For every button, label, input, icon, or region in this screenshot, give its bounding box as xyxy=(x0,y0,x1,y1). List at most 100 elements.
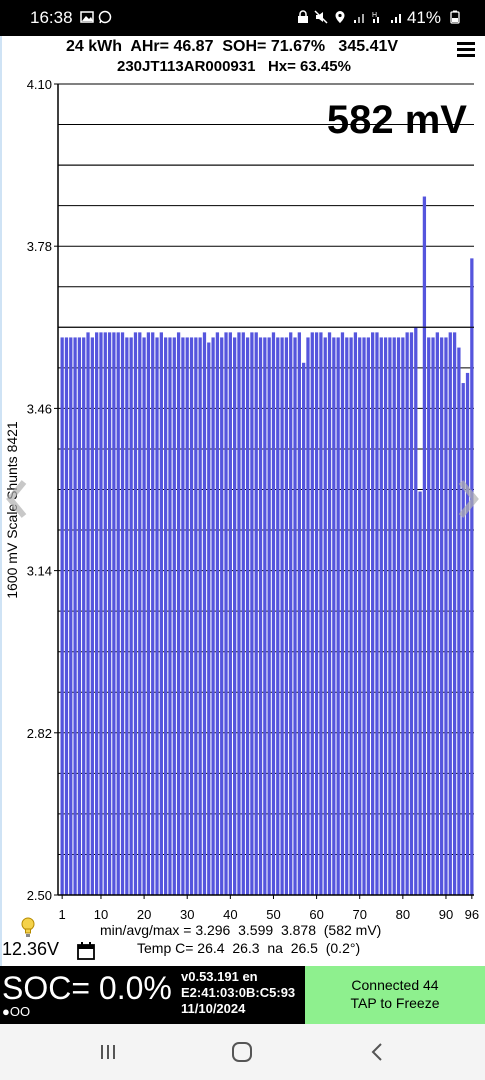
cell-bar xyxy=(116,332,120,895)
cell-bar xyxy=(383,337,388,895)
y-tick-label: 4.10 xyxy=(27,80,52,92)
cell-bar xyxy=(440,337,444,895)
cell-bar xyxy=(168,337,172,895)
cell-bar xyxy=(129,337,133,895)
cell-bar xyxy=(323,337,327,895)
cell-voltage-chart[interactable]: 4.10 3.78 3.46 3.14 2.82 2.50 1 10 20 30 40 50 60 70… xyxy=(0,80,485,925)
y-tick-label: 3.46 xyxy=(27,401,52,416)
temperature-text: Temp C= 26.4 26.3 na 26.5 (0.2°) xyxy=(137,940,361,956)
cell-bar xyxy=(465,372,470,895)
battery-icon xyxy=(450,10,460,24)
device-mac: E2:41:03:0B:C5:93 xyxy=(181,985,296,1000)
connected-label: Connected 44 xyxy=(351,977,439,993)
cell-bar xyxy=(73,337,77,895)
cell-bar xyxy=(444,337,448,895)
cell-bar xyxy=(371,332,375,895)
cell-bar xyxy=(245,337,250,895)
x-tick-label: 96 xyxy=(465,907,479,922)
mute-icon xyxy=(314,10,328,24)
x-tick-label: 70 xyxy=(352,907,366,922)
x-tick-label: 90 xyxy=(439,907,453,922)
cell-bar xyxy=(431,337,435,895)
soc-indicator: ●OO xyxy=(2,1004,31,1019)
cell-bar xyxy=(202,332,207,895)
cell-bar xyxy=(86,332,90,895)
cell-bar xyxy=(401,337,405,895)
calendar-icon[interactable] xyxy=(76,941,96,961)
cell-bar xyxy=(99,332,103,895)
cell-bar xyxy=(297,332,301,895)
cell-bar xyxy=(284,337,289,895)
connection-freeze-button[interactable]: Connected 44 TAP to Freeze xyxy=(305,966,485,1024)
x-tick-label: 60 xyxy=(309,907,323,922)
cell-bar xyxy=(90,337,94,895)
prev-page-arrow-icon[interactable] xyxy=(4,478,30,520)
cell-bar xyxy=(319,332,323,895)
cell-bar xyxy=(224,332,228,895)
cell-bar xyxy=(233,337,237,895)
y-tick-label: 3.78 xyxy=(27,239,52,254)
x-tick-label: 20 xyxy=(137,907,151,922)
aux-battery-voltage: 12.36V xyxy=(2,939,60,959)
cell-bar xyxy=(349,337,353,895)
location-icon xyxy=(335,11,345,23)
x-tick-label: 40 xyxy=(223,907,237,922)
cell-bar xyxy=(211,337,215,895)
cell-bar xyxy=(448,332,452,895)
cell-bar xyxy=(207,342,211,896)
whatsapp-icon xyxy=(98,10,112,24)
cell-bar xyxy=(314,332,319,895)
cell-bar xyxy=(228,332,232,895)
vin-hx-text: 230JT113AR000931 Hx= 63.45% xyxy=(117,58,351,75)
signal-h-icon: H xyxy=(372,12,379,23)
pack-summary-text: 24 kWh AHr= 46.87 SOH= 71.67% 345.41V xyxy=(66,38,399,55)
cell-bar xyxy=(185,337,189,895)
cell-bar xyxy=(327,332,332,895)
lightbulb-icon[interactable] xyxy=(20,916,36,940)
signal-icon xyxy=(354,14,364,23)
cell-bar xyxy=(103,332,107,895)
cell-bar xyxy=(470,258,474,895)
back-icon[interactable] xyxy=(366,1040,390,1064)
cell-bar xyxy=(427,337,431,895)
version-info: v0.53.191 en E2:41:03:0B:C5:93 11/10/202… xyxy=(181,969,295,1017)
cell-bar xyxy=(289,332,293,895)
cell-bar xyxy=(112,332,116,895)
x-tick-label: 80 xyxy=(396,907,410,922)
battery-summary-header: 24 kWh AHr= 46.87 SOH= 71.67% 345.41V 23… xyxy=(0,36,485,80)
next-page-arrow-icon[interactable] xyxy=(455,478,481,520)
cell-bar xyxy=(241,332,245,895)
tap-freeze-label: TAP to Freeze xyxy=(350,995,440,1011)
cell-bar xyxy=(293,337,297,895)
cell-bar xyxy=(452,332,457,895)
min-avg-max-text: min/avg/max = 3.296 3.599 3.878 (582 mV) xyxy=(100,922,382,938)
cell-bar xyxy=(392,337,396,895)
cell-bar xyxy=(176,332,181,895)
cell-bar xyxy=(172,337,176,895)
x-tick-label: 1 xyxy=(59,907,66,922)
recent-apps-icon[interactable] xyxy=(96,1040,120,1064)
cell-bar xyxy=(366,337,370,895)
cell-bar xyxy=(142,337,146,895)
home-icon[interactable] xyxy=(230,1040,254,1064)
cell-bar xyxy=(267,337,271,895)
cell-bar xyxy=(306,337,310,895)
soc-value: SOC= 0.0% xyxy=(2,970,172,1006)
cell-bar xyxy=(254,332,258,895)
cell-bar xyxy=(362,337,366,895)
cell-bar xyxy=(388,337,392,895)
cell-bar xyxy=(345,337,349,895)
y-tick-label: 3.14 xyxy=(27,564,52,579)
cell-bar xyxy=(69,337,73,895)
cell-bar xyxy=(435,332,439,895)
cell-bar xyxy=(146,332,151,895)
cell-bar xyxy=(358,337,362,895)
cell-bar xyxy=(60,337,64,895)
cell-bar xyxy=(189,337,194,895)
x-tick-label: 30 xyxy=(180,907,194,922)
cell-bar xyxy=(280,337,284,895)
x-tick-label: 50 xyxy=(266,907,280,922)
menu-icon[interactable] xyxy=(457,42,475,58)
cell-bar xyxy=(198,337,202,895)
cell-bar xyxy=(133,332,138,895)
